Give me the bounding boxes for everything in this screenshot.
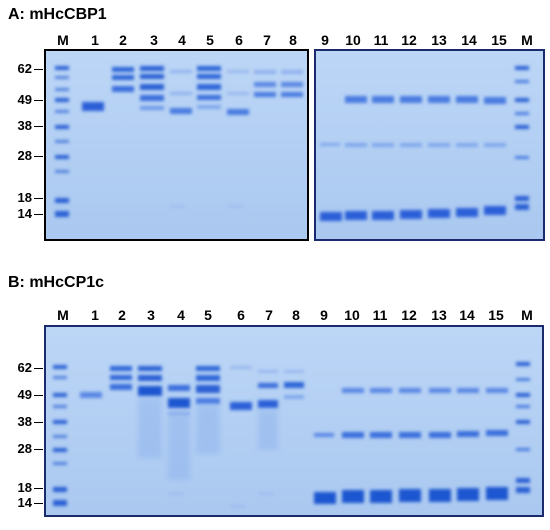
lane-label: 14	[461, 32, 477, 48]
panel-a-lanes-9-15	[320, 66, 529, 221]
lane-label: 1	[91, 307, 99, 323]
lane-label: 5	[204, 307, 212, 323]
lane-label: 8	[292, 307, 300, 323]
panel-a-lanes-1-8	[82, 66, 303, 208]
lane-label: 13	[431, 32, 447, 48]
lane-label: 9	[321, 32, 329, 48]
lane-label: 14	[459, 307, 475, 323]
lane-label: 3	[147, 307, 155, 323]
mw-label: 18	[17, 190, 32, 205]
mw-label: 14	[17, 495, 32, 510]
lane-label: 6	[235, 32, 243, 48]
panel-a-marker-lane-left	[55, 66, 69, 217]
mw-label: 18	[17, 480, 32, 495]
mw-tick	[34, 395, 43, 396]
mw-label: 49	[17, 387, 32, 402]
lane-label: 7	[263, 32, 271, 48]
lane-label: 4	[178, 32, 186, 48]
lane-label: 11	[373, 32, 389, 48]
mw-label: 62	[17, 360, 32, 375]
mw-label: 38	[17, 118, 32, 133]
lane-label: M	[521, 32, 533, 48]
panel-a-gel-left	[44, 49, 309, 241]
mw-tick	[34, 503, 43, 504]
lane-label: 4	[177, 307, 185, 323]
panel-b-lanes-1-8	[80, 366, 304, 508]
mw-tick	[34, 100, 43, 101]
mw-tick	[34, 488, 43, 489]
lane-label: 2	[119, 32, 127, 48]
mw-label: 28	[17, 441, 32, 456]
mw-label: 28	[17, 148, 32, 163]
mw-tick	[34, 69, 43, 70]
lane-label: M	[57, 307, 69, 323]
mw-label: 38	[17, 414, 32, 429]
lane-label: 10	[344, 307, 360, 323]
mw-tick	[34, 126, 43, 127]
lane-label: 3	[150, 32, 158, 48]
lane-label: 15	[491, 32, 507, 48]
panel-b-smears	[138, 398, 278, 480]
lane-label: 10	[345, 32, 361, 48]
panel-b-lanes-9-15	[314, 362, 530, 504]
lane-label: 7	[265, 307, 273, 323]
mw-tick	[34, 156, 43, 157]
lane-label: 1	[91, 32, 99, 48]
panel-b-marker-lane-left	[53, 365, 67, 506]
mw-label: 14	[17, 206, 32, 221]
mw-tick	[34, 214, 43, 215]
lane-label: 13	[431, 307, 447, 323]
lane-label: 5	[206, 32, 214, 48]
lane-label: 8	[289, 32, 297, 48]
lane-label: 9	[320, 307, 328, 323]
lane-label: 2	[118, 307, 126, 323]
mw-tick	[34, 422, 43, 423]
lane-label: 12	[401, 307, 417, 323]
panel-b-gel	[44, 325, 544, 517]
mw-tick	[34, 198, 43, 199]
panel-a-title: A: mHcCBP1	[8, 6, 107, 23]
mw-tick	[34, 449, 43, 450]
lane-label: M	[57, 32, 69, 48]
panel-b-title: B: mHcCP1c	[8, 274, 105, 291]
mw-tick	[34, 368, 43, 369]
lane-label: M	[521, 307, 533, 323]
mw-label: 49	[17, 92, 32, 107]
lane-label: 12	[401, 32, 417, 48]
lane-label: 15	[488, 307, 504, 323]
lane-label: 6	[237, 307, 245, 323]
mw-label: 62	[17, 61, 32, 76]
lane-label: 11	[372, 307, 388, 323]
